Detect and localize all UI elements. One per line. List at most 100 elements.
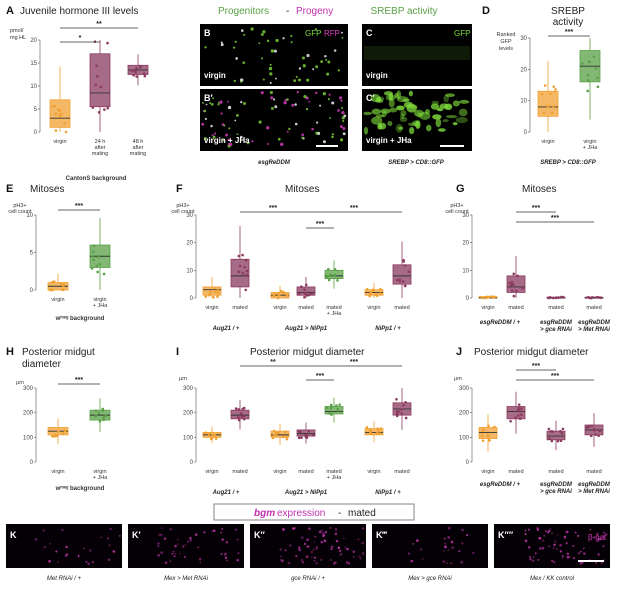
data-point	[279, 289, 283, 293]
significance-label: ***	[551, 373, 559, 380]
gfp-cell	[431, 100, 440, 105]
cell-speckle	[342, 126, 346, 130]
bgal-nucleus	[565, 542, 568, 545]
panel-j-title: Posterior midgut diameter	[474, 347, 589, 358]
bgal-nucleus	[603, 531, 605, 534]
gfp-cell	[399, 116, 408, 123]
bgal-nucleus	[310, 556, 313, 559]
panel-k-letter: K′′′′	[498, 530, 513, 540]
x-category-label: virgin	[205, 469, 218, 475]
bgal-nucleus	[91, 561, 94, 564]
bgal-nucleus	[173, 555, 176, 558]
data-point	[61, 284, 65, 288]
data-point	[212, 296, 215, 299]
data-point	[142, 72, 146, 76]
data-point	[581, 62, 584, 65]
bgal-nucleus	[300, 558, 304, 562]
label-c-jha: virgin + JHa	[366, 136, 412, 145]
panel-d-letter: D	[482, 5, 490, 17]
data-point	[333, 267, 337, 271]
srebp-glow	[363, 46, 470, 135]
data-point	[512, 294, 516, 298]
cell-speckle	[296, 90, 299, 94]
cell-speckle	[322, 140, 326, 144]
y-tick-label: 15	[30, 61, 37, 67]
bgal-nucleus	[334, 532, 338, 536]
data-point	[327, 267, 330, 271]
cell-speckle	[269, 81, 272, 84]
data-point	[368, 294, 372, 298]
bgal-nucleus	[555, 548, 558, 550]
x-category-label: 48 h	[133, 139, 144, 145]
bgal-nucleus	[340, 552, 343, 555]
cell-speckle	[311, 127, 314, 131]
x-category-label: + JHa	[583, 145, 598, 151]
x-category-label: mated	[394, 305, 409, 311]
cell-speckle	[316, 121, 319, 124]
bgal-nucleus	[301, 561, 305, 564]
data-point	[92, 244, 96, 248]
data-point	[368, 292, 372, 296]
panel-a-unit: pmol/	[10, 28, 24, 34]
bgal-nucleus	[298, 546, 301, 549]
gfp-cell	[430, 103, 440, 110]
panel-d-unit-3: levels	[499, 46, 513, 52]
bgal-nucleus	[337, 546, 341, 550]
bgal-nucleus	[336, 540, 339, 543]
bgal-nucleus	[183, 555, 187, 559]
gfp-cell	[375, 99, 384, 103]
data-point	[557, 296, 560, 299]
bgal-nucleus	[551, 532, 554, 535]
data-point	[51, 434, 54, 438]
bgal-nucleus	[359, 557, 362, 560]
data-point	[540, 92, 544, 96]
bgal-nucleus	[572, 557, 576, 560]
data-point	[395, 278, 399, 282]
y-tick-label: 20	[462, 241, 469, 247]
data-point	[303, 291, 307, 295]
panel-a-letter: A	[6, 5, 14, 17]
data-point	[486, 433, 490, 437]
bgal-nucleus	[87, 562, 90, 565]
data-point	[325, 406, 329, 410]
bgal-nucleus	[602, 545, 605, 548]
data-point	[102, 416, 106, 419]
data-point	[328, 412, 331, 415]
gfp-cell	[363, 126, 369, 135]
data-point	[330, 405, 334, 408]
bgal-nucleus	[189, 539, 192, 542]
y-tick-label: 0	[466, 296, 470, 302]
panel-g-title: Mitoses	[522, 184, 556, 195]
bgal-nucleus	[358, 555, 361, 558]
data-point	[101, 409, 105, 413]
bgal-nucleus	[597, 537, 600, 541]
genotype-label: > gce RNAi	[540, 327, 572, 333]
data-point	[590, 296, 593, 300]
gfp-cell	[452, 122, 458, 126]
bgal-nucleus	[107, 537, 109, 540]
cell-speckle	[305, 108, 309, 111]
cell-speckle	[286, 130, 289, 133]
cell-speckle	[233, 79, 236, 83]
x-category-label: virgin	[51, 469, 64, 475]
bgal-nucleus	[161, 527, 164, 529]
x-category-label: mating	[130, 151, 147, 157]
cell-speckle	[242, 61, 246, 64]
cell-speckle	[219, 100, 223, 104]
bgal-nucleus	[416, 539, 419, 543]
panel-k-header-rest: expression	[277, 508, 325, 519]
data-point	[303, 295, 306, 299]
bgal-nucleus	[315, 546, 318, 549]
gfp-cell	[371, 108, 381, 115]
cell-speckle	[337, 109, 340, 112]
genotype-label: esgReDDM / +	[480, 320, 521, 326]
panel-a-unit-2: mg HL	[10, 35, 26, 41]
y-tick-label: 0	[190, 296, 194, 302]
y-tick-label: 30	[520, 36, 527, 42]
panel-g-letter: G	[456, 183, 465, 195]
cell-speckle	[312, 68, 315, 71]
bgal-nucleus	[177, 543, 179, 546]
data-point	[95, 74, 99, 78]
chart-panel-j: 0 100 200 300 μm virgin mated mated mated *** *** e…	[454, 363, 611, 495]
